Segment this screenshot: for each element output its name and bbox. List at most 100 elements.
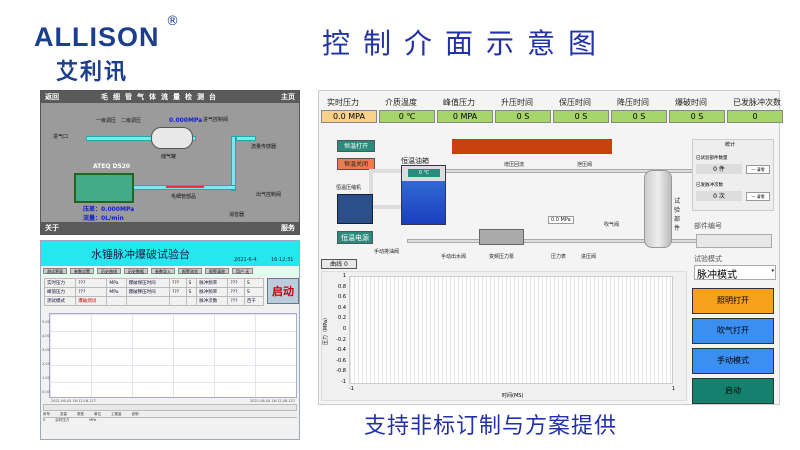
tab[interactable]: 报警清除 [205,268,229,274]
column-header: 变量 [60,412,67,416]
table-cell: MPa [106,287,127,297]
table-cell: ??? [169,287,187,297]
indicator-value: 0 S [553,110,609,123]
control-button[interactable]: 照明打开 [692,288,774,314]
indicator-value: 0 S [669,110,725,123]
curve-tab[interactable]: 曲线 0 [321,259,357,269]
about-button[interactable]: 关于 [45,224,59,232]
table-cell: ??? [75,287,108,297]
indicator-value: 0 S [495,110,551,123]
y-tick: -0.4 [336,347,346,354]
indicator-label: 实时压力 [327,98,359,107]
variable-list: 序号 变量 类型 单位 工程量 说明 0 实时压力 MPa [43,412,297,423]
y-tick: 0.2 [338,315,346,322]
compressor-pipe [369,169,409,209]
table-cell: 实时压力 [43,278,77,288]
table-cell: ??? [169,278,187,288]
mode-value: 脉冲模式 [697,270,737,281]
tab[interactable]: 参数导入 [151,268,175,274]
tab[interactable]: 历史数据 [124,268,148,274]
indicator: 已发脉冲次数 0 [727,97,783,123]
part-no-input[interactable] [696,234,772,248]
tab[interactable]: 报警浏览 [178,268,202,274]
table-cell: ??? [227,278,245,288]
device-label: ATEQ D520 [93,163,131,170]
table-cell [169,296,187,306]
table-cell: 脉冲频率 [196,287,229,297]
label: 进气控制阀 [203,117,229,123]
tab[interactable]: 用户 无 [232,268,254,274]
column-header: 序号 [43,412,50,416]
temp-off-button[interactable]: 恒温关闭 [337,158,375,170]
tab[interactable]: 测试界面 [43,268,67,274]
capillary-line [166,186,204,188]
column-header: 工程量 [111,412,122,416]
y-tick: 2.00 [42,362,50,366]
label: 试验部件 [674,198,681,232]
tank-temp: 0 ℃ [408,169,440,177]
temp-power-button[interactable]: 恒温电源 [337,231,373,244]
start-button[interactable]: 启动 [267,278,299,304]
clear-pulses-button[interactable]: 一 清零 [746,192,770,201]
caption: 支持非标订制与方案提供 [364,414,618,439]
y-tick: -0.2 [336,336,346,343]
chevron-down-icon: ▾ [771,268,774,274]
panel-title: 水锤脉冲爆破试验台 [91,248,190,261]
part-no-label: 部件编号 [694,222,722,230]
control-button[interactable]: 手动模式 [692,348,774,374]
table-row: 峰值压力??? MPa 爆破释压时间??? S 脉冲频率??? S [43,287,265,297]
back-button[interactable]: 返回 [45,93,59,101]
table-cell: S [243,287,265,297]
x-tick: -1 [349,386,354,392]
indicator: 降压时间 0 S [611,97,667,123]
column-header: 类型 [77,412,84,416]
tested-count: 0 件 [696,164,742,174]
tab[interactable]: 参数设置 [70,268,94,274]
table-cell: 峰值压力 [43,287,77,297]
label: 毛细管部品 [171,194,197,200]
supply-pipe [407,239,737,243]
panel-title: 毛细管气体流量检测台 [101,93,221,101]
table-cell: 爆破测试 [75,296,108,306]
label: 出气控制阀 [256,192,282,198]
indicator-label: 保压时间 [559,98,591,107]
indicator: 爆破时间 0 S [669,97,725,123]
control-button[interactable]: 吹气打开 [692,318,774,344]
indicator: 实时压力 0.0 MPA [321,97,377,123]
control-button[interactable]: 启动 [692,378,774,404]
label: 变频压力泵 [489,254,515,260]
table-cell [106,296,127,306]
label: 二级调压 [121,118,142,124]
temp-on-button[interactable]: 恒温打开 [337,140,375,152]
tab[interactable]: 历史曲线 [97,268,121,274]
y-tick: 0.4 [338,304,346,311]
time: 16:12:31 [271,257,294,263]
x-end: 2021-06-04 16:12:26.127 [250,399,295,403]
table-cell [125,296,171,306]
table-cell: 脉冲频率 [196,278,229,288]
y-tick: 5.00 [42,320,50,324]
plot-area [349,276,673,384]
mode-select[interactable]: 脉冲模式 ▾ [694,265,776,281]
indicator-value: 0.0 MPA [321,110,377,123]
home-button[interactable]: 主页 [281,93,295,101]
indicator-label: 爆破时间 [675,98,707,107]
clear-tested-button[interactable]: 一 清零 [746,165,770,174]
service-button[interactable]: 服务 [281,224,295,232]
table-row: 实时压力??? MPa 爆破保压时间??? S 脉冲频率??? S [43,278,265,288]
indicator-value: 0 ℃ [379,110,435,123]
compressor [337,194,373,224]
chart-toolbar[interactable] [43,404,297,411]
label: 手动排油阀 [374,249,400,255]
y-tick: -0.6 [336,357,346,364]
table-cell: ??? [75,278,108,288]
pipe [231,136,236,191]
y-tick: 4.00 [42,334,50,338]
indicator-value: 0 MPA [437,110,493,123]
indicator: 保压时间 0 S [553,97,609,123]
x-start: 2021-06-04 16:12:16.127 [51,399,96,403]
y-tick: 0 [342,326,346,332]
burst-test-panel: 水锤脉冲爆破试验台 2021-6-4 16:12:31 测试界面 参数设置 历史… [40,240,300,440]
table-cell: ??? [227,287,245,297]
label: 恒温油箱 [401,157,429,165]
